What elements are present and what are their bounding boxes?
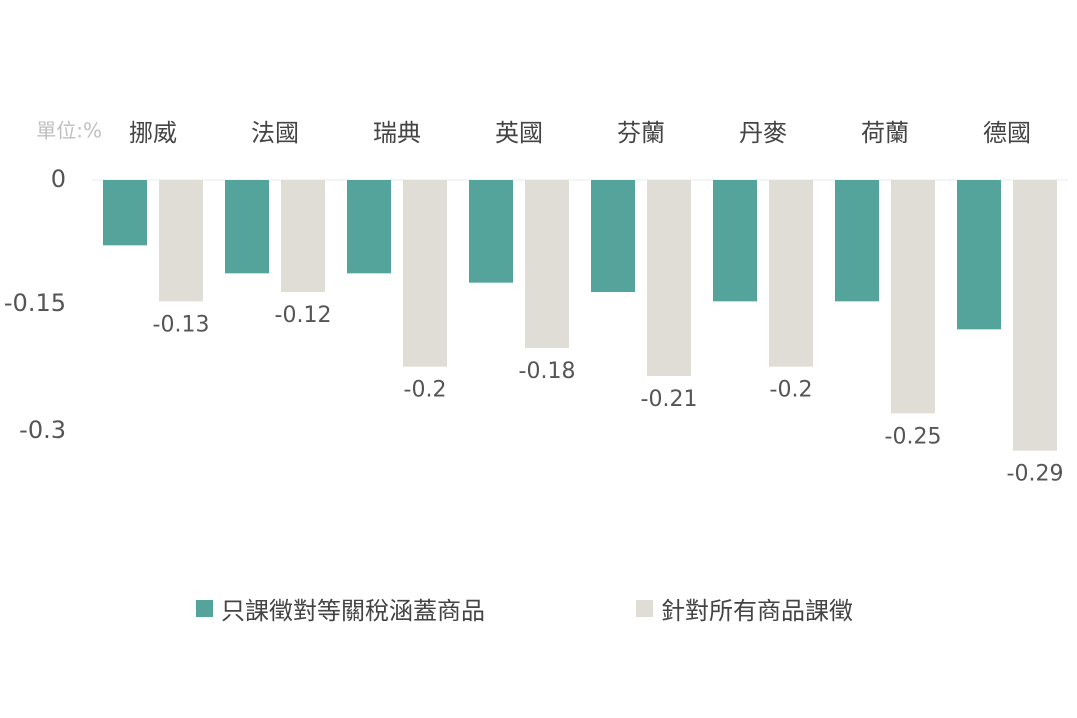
legend-item-series-1: 只課徵對等關稅涵蓋商品	[196, 588, 485, 628]
bar-series-2	[403, 180, 447, 367]
bar-series-2	[1013, 180, 1057, 451]
bar-series-2	[647, 180, 691, 376]
category-labels: 挪威 法國 瑞典 英國 芬蘭 丹麥 荷蘭 德國	[129, 119, 1031, 147]
bar-series-1	[347, 180, 391, 274]
legend-swatch-series-1	[196, 599, 213, 617]
category-label: 法國	[251, 119, 299, 147]
category-label: 挪威	[129, 119, 177, 147]
category-label: 丹麥	[739, 119, 787, 147]
bar-series-2	[281, 180, 325, 292]
bar-series-1	[225, 180, 269, 274]
bar-series-2	[159, 180, 203, 302]
bar-series-1	[835, 180, 879, 302]
data-label: -0.21	[641, 387, 698, 412]
bars-group	[103, 180, 1057, 451]
legend-item-series-2: 針對所有商品課徵	[636, 588, 853, 628]
category-label: 瑞典	[373, 119, 421, 147]
bar-series-1	[713, 180, 757, 302]
data-label: -0.25	[885, 424, 942, 449]
bar-series-2	[769, 180, 813, 367]
legend-swatch-series-2	[636, 599, 653, 617]
data-label: -0.2	[404, 378, 447, 403]
category-label: 荷蘭	[861, 119, 909, 147]
data-label: -0.18	[519, 359, 576, 384]
data-label: -0.13	[153, 312, 210, 337]
y-tick-label: -0.15	[4, 289, 66, 317]
y-tick-label: 0	[51, 165, 66, 193]
legend: 只課徵對等關稅涵蓋商品 針對所有商品課徵	[0, 588, 1077, 628]
bar-series-2	[525, 180, 569, 348]
data-label: -0.2	[770, 378, 813, 403]
bar-series-1	[591, 180, 635, 292]
unit-label: 單位:%	[36, 119, 102, 143]
data-labels: -0.13 -0.12 -0.2 -0.18 -0.21 -0.2 -0.25 -0.29	[153, 303, 1064, 487]
bar-series-1	[957, 180, 1001, 330]
y-axis-ticks: 0 -0.15 -0.3	[4, 165, 66, 444]
bar-series-1	[469, 180, 513, 283]
legend-label-series-1: 只課徵對等關稅涵蓋商品	[221, 596, 485, 625]
category-label: 德國	[983, 119, 1031, 147]
legend-label-series-2: 針對所有商品課徵	[661, 596, 853, 625]
bar-series-1	[103, 180, 147, 246]
y-tick-label: -0.3	[19, 416, 66, 444]
category-label: 芬蘭	[617, 119, 665, 147]
bar-series-2	[891, 180, 935, 414]
category-label: 英國	[495, 119, 543, 147]
unit-label-group: 單位:%	[36, 119, 102, 143]
data-label: -0.29	[1007, 462, 1064, 487]
data-label: -0.12	[275, 303, 332, 328]
